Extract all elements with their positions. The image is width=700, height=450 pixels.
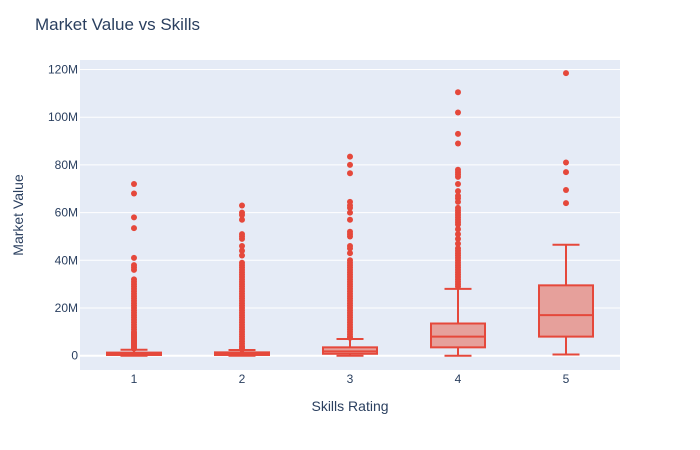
y-tick-label: 40M <box>55 253 78 267</box>
outlier-point <box>563 169 569 176</box>
y-tick-label: 60M <box>55 206 78 220</box>
outlier-point <box>455 188 461 195</box>
y-axis-title: Market Value <box>10 174 26 256</box>
outlier-point <box>239 243 245 249</box>
x-axis: 1 2 3 4 5 <box>131 372 570 386</box>
outlier-point <box>455 109 461 116</box>
outlier-point <box>131 214 137 221</box>
outlier-point <box>455 166 461 173</box>
outlier-point <box>455 204 461 211</box>
y-tick-label: 80M <box>55 158 78 172</box>
outlier-point <box>131 254 137 261</box>
y-axis: 0 20M 40M 60M 80M 100M 120M <box>48 63 78 363</box>
box-1 <box>106 181 162 357</box>
outlier-point <box>239 252 245 259</box>
x-tick-label: 2 <box>239 372 246 386</box>
outlier-point <box>347 228 353 235</box>
outlier-point <box>455 231 461 238</box>
outlier-point <box>347 161 353 168</box>
outlier-point <box>455 181 461 187</box>
outlier-point <box>347 243 353 249</box>
outlier-point <box>239 209 245 216</box>
x-tick-label: 4 <box>455 372 462 386</box>
outlier-point <box>131 262 137 269</box>
outlier-point <box>239 259 245 266</box>
outlier-point <box>347 216 353 223</box>
outlier-point <box>455 245 461 252</box>
box-2 <box>214 202 270 357</box>
x-axis-title: Skills Rating <box>311 398 388 414</box>
x-tick-label: 1 <box>131 372 138 386</box>
box-3 <box>322 153 378 357</box>
outlier-point <box>563 200 569 207</box>
outlier-point <box>347 250 353 257</box>
box-4 <box>430 89 486 357</box>
y-tick-label: 100M <box>48 110 78 124</box>
outlier-point <box>239 231 245 238</box>
outlier-point <box>455 240 461 247</box>
outlier-point <box>563 186 569 193</box>
y-tick-label: 20M <box>55 301 78 315</box>
outlier-point <box>455 89 461 96</box>
x-tick-label: 5 <box>563 372 570 386</box>
chart-title: Market Value vs Skills <box>35 15 200 34</box>
outlier-point <box>347 170 353 177</box>
outlier-point <box>455 130 461 137</box>
x-tick-label: 3 <box>347 372 354 386</box>
outlier-point <box>131 225 137 232</box>
outlier-point <box>563 159 569 166</box>
outlier-point <box>347 198 353 205</box>
outlier-point <box>347 153 353 160</box>
box-series <box>106 70 594 357</box>
outlier-point <box>347 209 353 216</box>
outlier-point <box>563 70 569 77</box>
outlier-point <box>455 192 461 199</box>
outlier-point <box>455 235 461 242</box>
y-tick-label: 0 <box>71 349 78 363</box>
outlier-point <box>455 140 461 147</box>
outlier-point <box>131 276 137 283</box>
outlier-point <box>239 247 245 254</box>
outlier-point <box>239 202 245 209</box>
outlier-point <box>131 181 137 187</box>
y-tick-label: 120M <box>48 63 78 77</box>
iqr-box <box>538 284 594 338</box>
outlier-point <box>347 257 353 264</box>
iqr-box <box>430 322 486 349</box>
outlier-point <box>239 216 245 223</box>
box-5 <box>538 70 594 356</box>
outlier-point <box>131 190 137 197</box>
outlier-point <box>455 226 461 233</box>
